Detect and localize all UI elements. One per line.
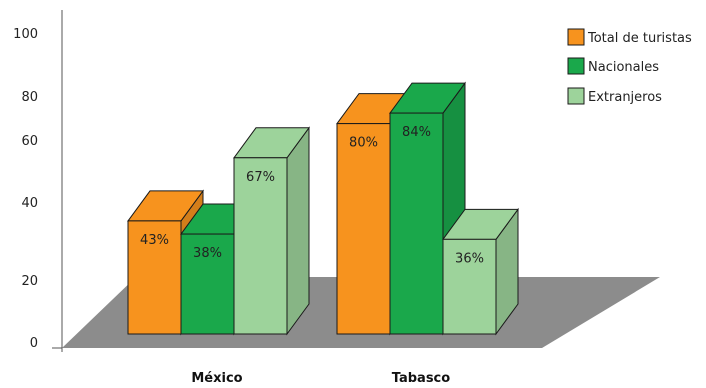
x-category-label: Tabasco bbox=[392, 371, 450, 386]
bar-data-label: 36% bbox=[455, 251, 484, 266]
bar-data-label: 80% bbox=[349, 136, 378, 151]
legend-label: Nacionales bbox=[588, 60, 659, 75]
bar-data-label: 67% bbox=[246, 170, 275, 185]
legend-item: Extranjeros bbox=[567, 87, 662, 105]
bar: 36% bbox=[442, 207, 519, 336]
bar-side-face bbox=[286, 126, 310, 336]
y-tick-label: 40 bbox=[21, 196, 38, 211]
legend-swatch bbox=[567, 87, 585, 105]
x-axis-labels: México Tabasco bbox=[191, 371, 450, 386]
bar-front-face bbox=[442, 238, 497, 335]
y-tick-label: 20 bbox=[21, 274, 38, 289]
bar-front-face bbox=[336, 123, 391, 335]
y-tick-label: 0 bbox=[30, 336, 38, 351]
legend-swatch bbox=[567, 28, 585, 46]
legend-item: Nacionales bbox=[567, 57, 659, 75]
y-tick-label: 100 bbox=[13, 27, 38, 42]
bar-front-face bbox=[180, 233, 235, 335]
y-tick-label: 80 bbox=[21, 90, 38, 105]
bar-data-label: 84% bbox=[402, 125, 431, 140]
legend-item: Total de turistas bbox=[567, 28, 692, 46]
bar-front-face bbox=[389, 112, 444, 335]
legend-label: Total de turistas bbox=[587, 31, 692, 46]
x-category-label: México bbox=[191, 371, 242, 386]
legend: Total de turistas Nacionales Extranjeros bbox=[567, 28, 692, 105]
legend-label: Extranjeros bbox=[588, 90, 662, 105]
y-tick-label: 60 bbox=[21, 134, 38, 149]
bar-front-face bbox=[233, 157, 288, 335]
bar-data-label: 43% bbox=[140, 233, 169, 248]
y-axis: 0 20 40 60 80 100 bbox=[13, 10, 63, 352]
bars: 43% 38% 67% 80% 84% 36% bbox=[127, 81, 519, 336]
legend-swatch bbox=[567, 57, 585, 75]
bar-data-label: 38% bbox=[193, 246, 222, 261]
bar: 67% bbox=[233, 126, 310, 336]
